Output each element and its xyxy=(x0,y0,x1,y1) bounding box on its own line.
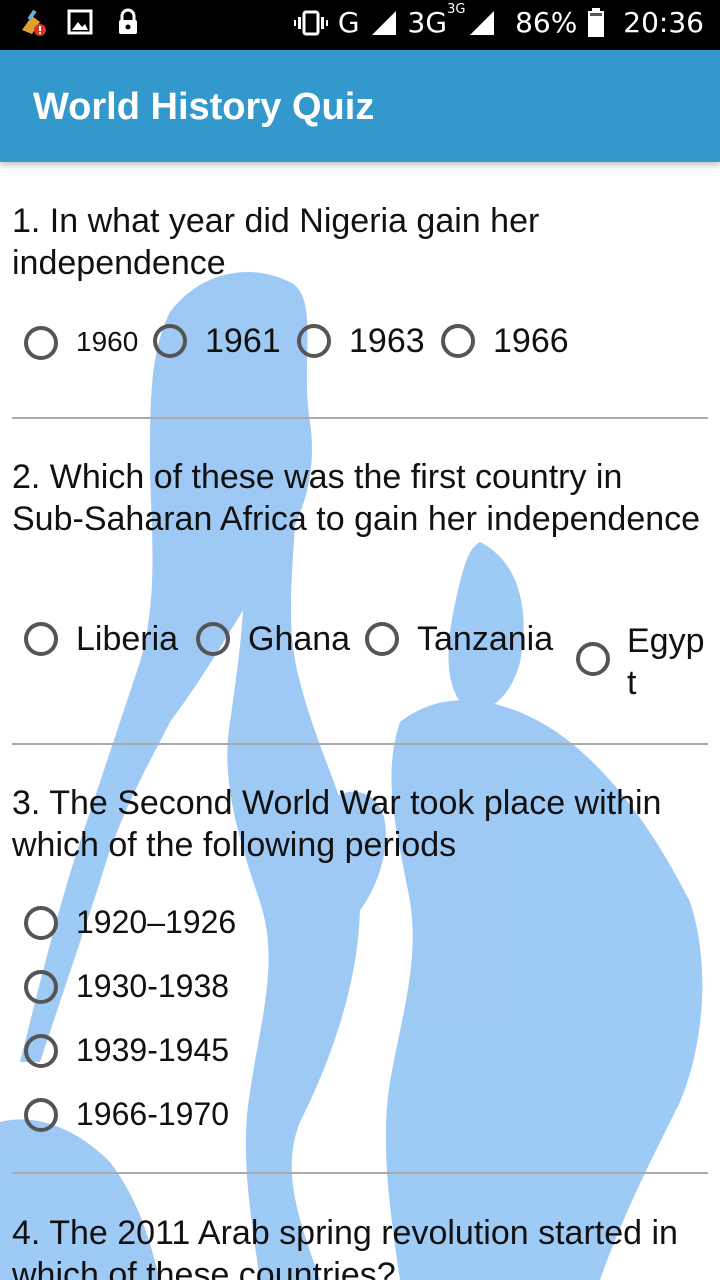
status-bar: G 3G 3G 86% 20:36 xyxy=(0,0,720,50)
q1-option-4-radio[interactable] xyxy=(441,324,475,358)
q3-option-2-radio[interactable] xyxy=(24,970,58,1004)
quiz-content[interactable]: 1. In what year did Nigeria gain her ind… xyxy=(0,162,720,1280)
q3-option-1-label[interactable]: 1920–1926 xyxy=(76,904,237,940)
image-icon xyxy=(67,9,93,35)
clock: 20:36 xyxy=(623,6,704,39)
network-type-label: 3G 3G xyxy=(407,2,466,39)
q3-option-2-label[interactable]: 1930-1938 xyxy=(76,968,230,1004)
q3-option-1-radio[interactable] xyxy=(24,906,58,940)
q2-option-4-label[interactable]: Egypt xyxy=(627,622,705,702)
q1-option-1-radio[interactable] xyxy=(24,326,58,360)
lock-icon xyxy=(119,8,137,34)
vibrate-icon xyxy=(293,10,328,35)
q1-option-3-label[interactable]: 1963 xyxy=(349,322,425,360)
signal-icon xyxy=(371,10,396,35)
divider-2 xyxy=(12,743,708,745)
network-g-label: G xyxy=(337,6,360,39)
divider-3 xyxy=(12,1172,708,1174)
q2-option-1-label[interactable]: Liberia xyxy=(76,620,179,658)
q3-option-4-label[interactable]: 1966-1970 xyxy=(76,1096,230,1132)
q3-option-3-label[interactable]: 1939-1945 xyxy=(76,1032,230,1068)
q2-option-2-radio[interactable] xyxy=(196,622,230,656)
signal-icon-2 xyxy=(470,10,495,35)
cleaner-icon xyxy=(22,9,46,36)
q3-option-3-radio[interactable] xyxy=(24,1034,58,1068)
network-sup-label: 3G xyxy=(447,2,466,17)
q2-option-1-radio[interactable] xyxy=(24,622,58,656)
question-4-text: 4. The 2011 Arab spring revolution start… xyxy=(12,1214,678,1280)
q2-option-2-label[interactable]: Ghana xyxy=(248,620,351,658)
q2-option-4-radio[interactable] xyxy=(576,642,610,676)
app-title: World History Quiz xyxy=(33,86,375,128)
battery-icon xyxy=(588,7,605,37)
q1-option-2-radio[interactable] xyxy=(153,324,187,358)
q1-option-1-label[interactable]: 1960 xyxy=(76,326,139,357)
question-3-text: 3. The Second World War took place withi… xyxy=(12,784,662,864)
q3-option-4-radio[interactable] xyxy=(24,1098,58,1132)
q1-option-4-label[interactable]: 1966 xyxy=(493,322,569,360)
battery-percent: 86% xyxy=(515,6,578,39)
q2-option-3-label[interactable]: Tanzania xyxy=(417,620,554,658)
africa-map-background xyxy=(0,272,703,1280)
app-bar: World History Quiz xyxy=(0,50,720,162)
divider-1 xyxy=(12,417,708,419)
q2-option-3-radio[interactable] xyxy=(365,622,399,656)
q1-option-3-radio[interactable] xyxy=(297,324,331,358)
q1-option-2-label[interactable]: 1961 xyxy=(205,322,281,360)
question-1-text: 1. In what year did Nigeria gain her ind… xyxy=(12,202,540,282)
question-2-text: 2. Which of these was the first country … xyxy=(12,458,701,538)
